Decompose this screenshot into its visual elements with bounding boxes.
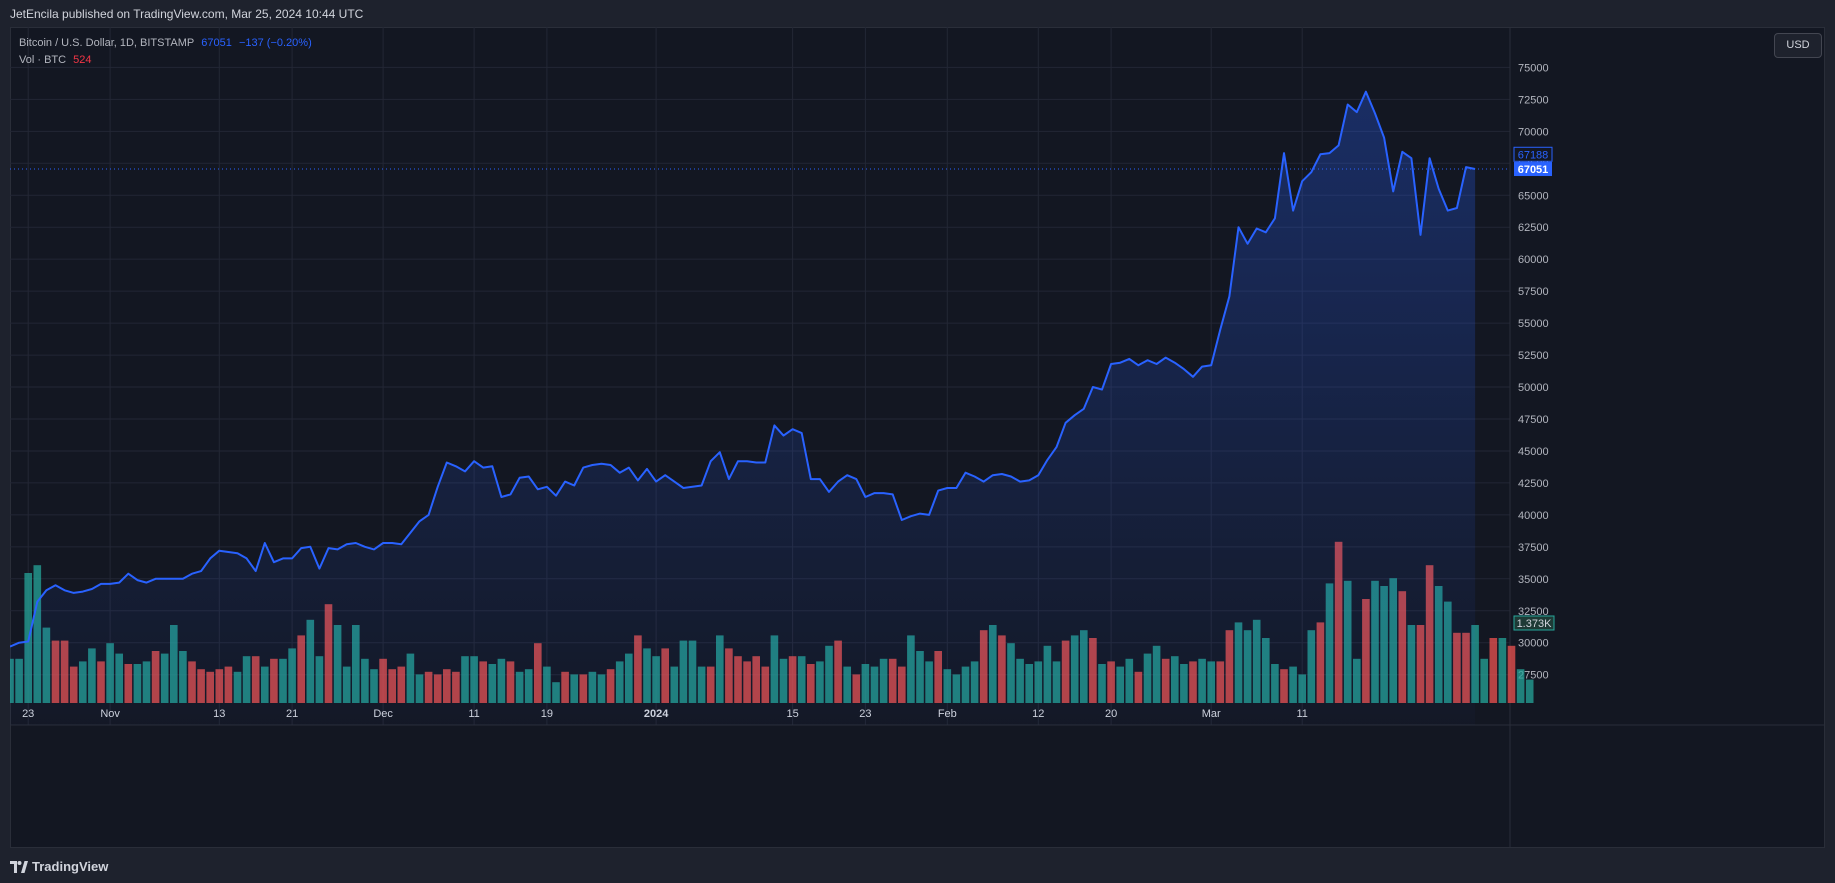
y-tick-label: 47500 — [1518, 414, 1549, 426]
volume-bar — [1507, 645, 1516, 703]
price-area-fill — [10, 91, 1476, 725]
prev-close-tag — [1513, 146, 1553, 162]
volume-tag — [1513, 615, 1555, 631]
y-tick-label: 75000 — [1518, 62, 1549, 74]
chart-legend: Bitcoin / U.S. Dollar, 1D, BITSTAMP 6705… — [19, 35, 316, 69]
y-tick-label: 55000 — [1518, 318, 1549, 330]
price-chart[interactable]: 27500 30000 32500 35000 37500 40000 42500 45000… — [10, 27, 1825, 848]
y-tick-label: 27500 — [1518, 670, 1549, 682]
last-price-label: 67051 — [1518, 164, 1549, 176]
price-change: −137 (−0.20%) — [238, 37, 312, 49]
y-tick-label: 57500 — [1518, 286, 1549, 298]
y-tick-label: 37500 — [1518, 542, 1549, 554]
y-tick-label: 45000 — [1518, 446, 1549, 458]
volume-bar — [1516, 669, 1525, 703]
y-tick-label: 50000 — [1518, 382, 1549, 394]
volume-legend-row: Vol · BTC 524 — [19, 52, 316, 69]
tradingview-brand: TradingView — [32, 859, 109, 874]
price-legend-row: Bitcoin / U.S. Dollar, 1D, BITSTAMP 6705… — [19, 35, 316, 52]
volume-bar — [1489, 638, 1498, 703]
y-tick-label: 40000 — [1518, 510, 1549, 522]
top-bar: JetEncila published on TradingView.com, … — [0, 0, 1835, 27]
y-tick-label: 65000 — [1518, 190, 1549, 202]
volume-label[interactable]: Vol · BTC — [19, 54, 67, 66]
currency-button[interactable]: USD — [1774, 33, 1822, 58]
publisher-info: JetEncila published on TradingView.com, … — [10, 7, 364, 21]
tradingview-logo-icon — [10, 860, 28, 873]
volume-bar — [1525, 679, 1534, 703]
y-tick-label: 72500 — [1518, 94, 1549, 106]
volume-bar — [1471, 625, 1479, 703]
y-tick-label: 35000 — [1518, 574, 1549, 586]
y-tick-label: 42500 — [1518, 478, 1549, 490]
last-price: 67051 — [201, 37, 232, 49]
symbol-title[interactable]: Bitcoin / U.S. Dollar, 1D, BITSTAMP — [19, 37, 195, 49]
last-price-tag — [1514, 162, 1552, 177]
volume-bar — [1480, 658, 1488, 703]
volume-value: 524 — [73, 54, 92, 66]
y-tick-label: 52500 — [1518, 350, 1549, 362]
prev-close-label: 67188 — [1518, 149, 1549, 161]
price-line[interactable] — [10, 90, 1476, 648]
y-tick-label: 70000 — [1518, 126, 1549, 138]
y-tick-label: 32500 — [1518, 606, 1549, 618]
volume-tag-label: 1.373K — [1517, 618, 1553, 630]
volume-bar — [1498, 638, 1507, 703]
y-tick-label: 62500 — [1518, 222, 1549, 234]
y-tick-label: 30000 — [1518, 638, 1549, 650]
y-tick-label: 60000 — [1518, 254, 1549, 266]
footer: TradingView — [0, 850, 1835, 883]
tradingview-logo[interactable]: TradingView — [10, 859, 108, 874]
